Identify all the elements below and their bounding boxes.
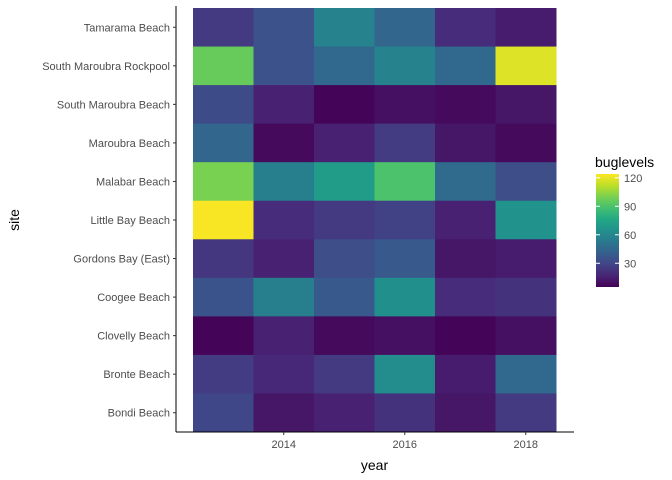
- heatmap-cell: [314, 277, 375, 317]
- heatmap-cell: [495, 277, 557, 317]
- heatmap-cell: [374, 393, 436, 433]
- heatmap-cell: [314, 316, 375, 356]
- heatmap-cell: [253, 316, 315, 356]
- heatmap-cell: [435, 354, 496, 394]
- heatmap-cell: [193, 277, 254, 317]
- x-tick-label: 2014: [272, 439, 296, 451]
- heatmap-cell: [435, 162, 496, 202]
- heatmap-cell: [495, 85, 557, 125]
- colorbar-tick-label: 60: [624, 230, 636, 242]
- heatmap-cell: [193, 200, 254, 240]
- y-tick-label: Little Bay Beach: [91, 215, 171, 227]
- heatmap-cell: [495, 8, 557, 48]
- heatmap-cell: [314, 8, 375, 48]
- heatmap-cell: [253, 85, 315, 125]
- heatmap-cell: [193, 46, 254, 86]
- x-axis: 2014 2016 2018: [176, 431, 574, 451]
- colorbar: [596, 174, 619, 287]
- heatmap-cell: [314, 200, 375, 240]
- x-tick-label: 2018: [514, 439, 538, 451]
- y-tick-label: Bronte Beach: [103, 369, 170, 381]
- heatmap-cell: [314, 85, 375, 125]
- heatmap-cell: [495, 316, 557, 356]
- y-tick-label: Coogee Beach: [97, 292, 170, 304]
- legend-title: buglevels: [595, 154, 654, 170]
- heatmap-cell: [314, 123, 375, 163]
- heatmap-cell: [314, 393, 375, 433]
- heatmap-cell: [435, 277, 496, 317]
- heatmap-cell: [495, 123, 557, 163]
- heatmap-cell: [374, 162, 436, 202]
- heatmap-cell: [435, 123, 496, 163]
- colorbar-tick-label: 30: [624, 258, 636, 270]
- y-tick-label: Gordons Bay (East): [73, 254, 170, 266]
- heatmap-cell: [495, 239, 557, 279]
- heatmap-cell: [435, 393, 496, 433]
- heatmap-cell: [253, 277, 315, 317]
- heatmap-cell: [314, 46, 375, 86]
- y-tick-label: Tamarama Beach: [84, 22, 170, 34]
- heatmap-cell: [495, 393, 557, 433]
- heatmap-cell: [253, 200, 315, 240]
- heatmap-cell: [193, 239, 254, 279]
- heatmap-cell: [495, 46, 557, 86]
- heatmap-cell: [435, 46, 496, 86]
- heatmap-cell: [253, 46, 315, 86]
- heatmap-cell: [374, 85, 436, 125]
- y-tick-label: South Maroubra Rockpool: [42, 61, 170, 73]
- heatmap-cell: [435, 85, 496, 125]
- y-axis-title: site: [6, 209, 22, 231]
- heatmap-cell: [374, 277, 436, 317]
- heatmap-cell: [253, 393, 315, 433]
- heatmap-cell: [374, 46, 436, 86]
- heatmap-cell: [314, 239, 375, 279]
- y-tick-label: Bondi Beach: [108, 408, 170, 420]
- heatmap-cell: [435, 239, 496, 279]
- heatmap-cell: [374, 354, 436, 394]
- heatmap-cell: [495, 162, 557, 202]
- heatmap-cell: [193, 162, 254, 202]
- y-tick-label: Clovelly Beach: [97, 331, 170, 343]
- heatmap-cell: [314, 354, 375, 394]
- y-tick-label: Maroubra Beach: [89, 138, 170, 150]
- y-axis: Tamarama Beach South Maroubra Rockpool Sou…: [42, 6, 177, 432]
- heatmap-cell: [253, 162, 315, 202]
- heatmap-cells: [193, 8, 557, 433]
- heatmap-cell: [193, 85, 254, 125]
- heatmap-cell: [435, 200, 496, 240]
- colorbar-tick-label: 120: [624, 173, 642, 185]
- heatmap-cell: [253, 239, 315, 279]
- heatmap-cell: [193, 316, 254, 356]
- heatmap-cell: [435, 8, 496, 48]
- y-tick-label: South Maroubra Beach: [57, 99, 170, 111]
- heatmap-cell: [374, 8, 436, 48]
- heatmap-cell: [374, 123, 436, 163]
- heatmap-cell: [253, 123, 315, 163]
- x-axis-title: year: [361, 457, 389, 473]
- heatmap-cell: [253, 8, 315, 48]
- heatmap-cell: [253, 354, 315, 394]
- heatmap-cell: [193, 354, 254, 394]
- heatmap-cell: [314, 162, 375, 202]
- heatmap-cell: [495, 354, 557, 394]
- heatmap-cell: [374, 316, 436, 356]
- heatmap-cell: [495, 200, 557, 240]
- colorbar-tick-label: 90: [624, 201, 636, 213]
- x-tick-label: 2016: [393, 439, 417, 451]
- y-tick-label: Malabar Beach: [96, 176, 170, 188]
- colorbar-legend: buglevels 30 60 90 120: [595, 154, 654, 287]
- heatmap-cell: [193, 123, 254, 163]
- heatmap-cell: [374, 200, 436, 240]
- heatmap-cell: [435, 316, 496, 356]
- heatmap-cell: [374, 239, 436, 279]
- heatmap-cell: [193, 8, 254, 48]
- heatmap-cell: [193, 393, 254, 433]
